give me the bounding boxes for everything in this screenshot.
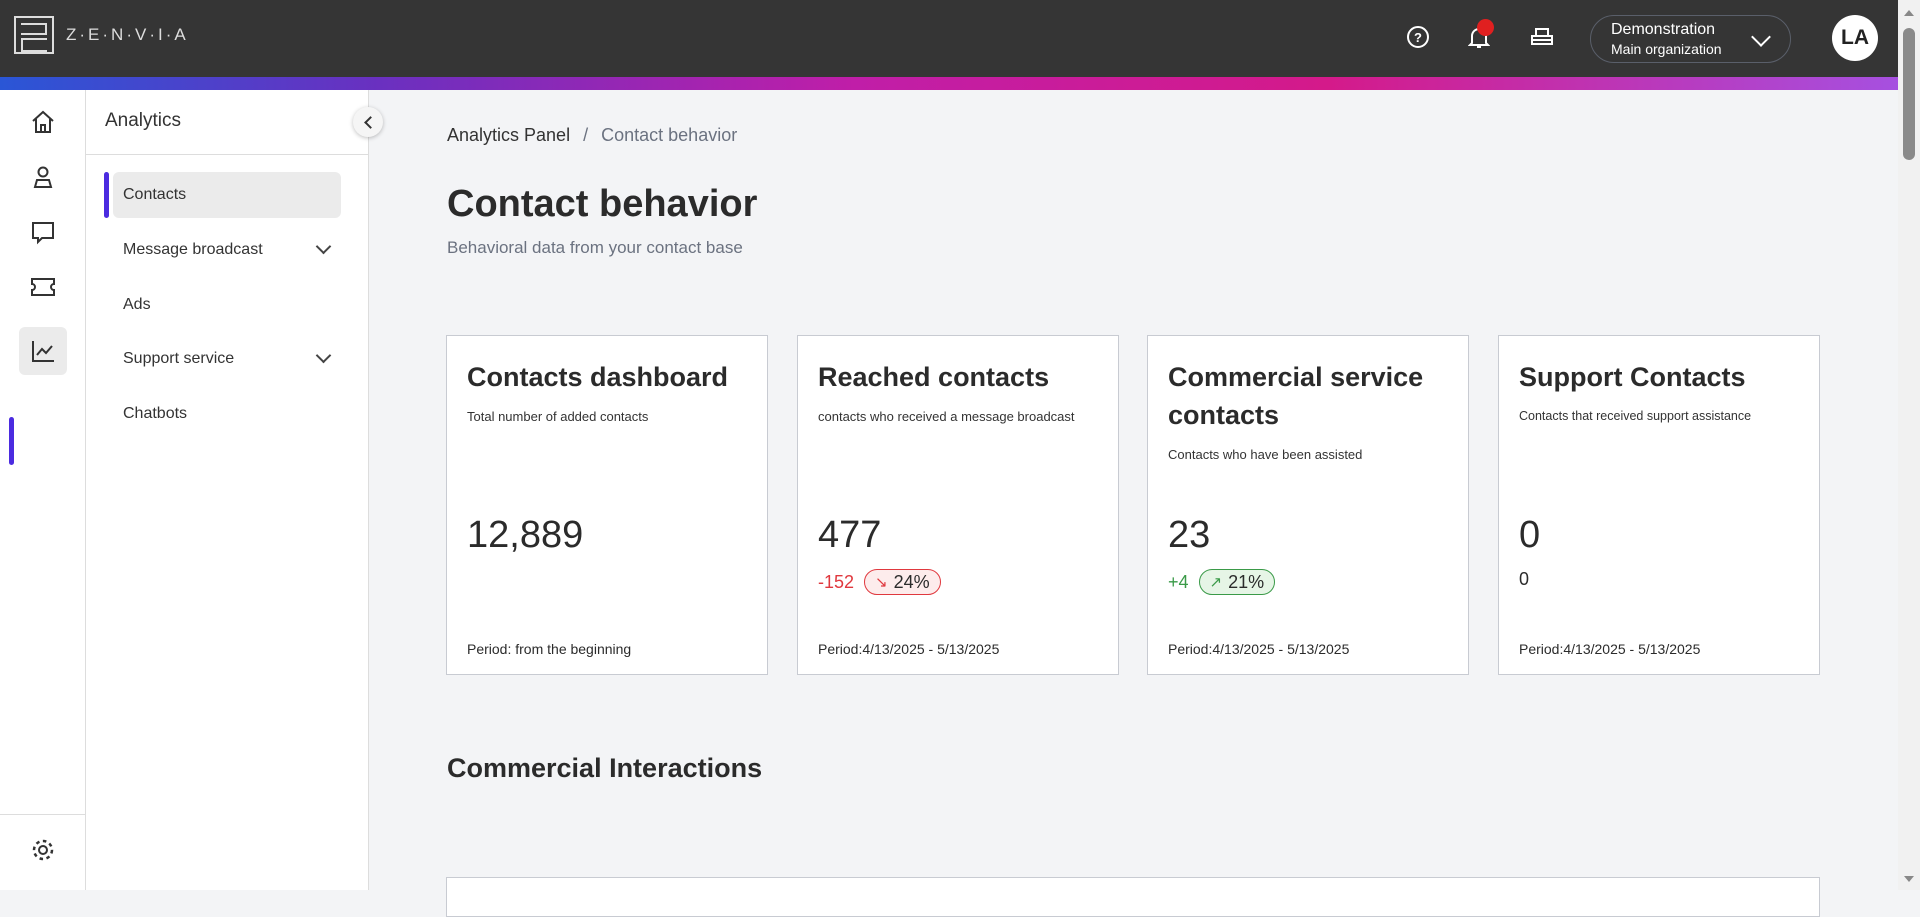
card-value: 12,889 bbox=[467, 514, 584, 556]
sidebar-item-message-broadcast[interactable]: Message broadcast bbox=[113, 227, 341, 273]
zenvia-logo[interactable]: Z·E·N·V·I·A bbox=[14, 16, 189, 54]
analytics-sidebar: Analytics Contacts Message broadcast Ads… bbox=[86, 90, 369, 890]
ticket-icon[interactable] bbox=[19, 263, 67, 311]
chevron-down-icon bbox=[315, 347, 332, 364]
sidebar-item-label: Support service bbox=[123, 350, 235, 367]
breadcrumb-current: Contact behavior bbox=[601, 125, 738, 145]
card-title: Reached contacts bbox=[818, 362, 1050, 392]
arrow-down-right-icon: ↘ bbox=[875, 574, 888, 591]
divider bbox=[0, 814, 86, 815]
printer-icon[interactable] bbox=[1530, 26, 1554, 50]
sidebar-item-chatbots[interactable]: Chatbots bbox=[113, 391, 341, 437]
app-rail bbox=[0, 90, 86, 890]
sidebar-item-label: Chatbots bbox=[123, 405, 188, 422]
card-title: Contacts dashboard bbox=[467, 362, 729, 392]
card-value: 0 bbox=[1519, 514, 1541, 556]
organization-selector[interactable]: Demonstration Main organization bbox=[1590, 15, 1791, 63]
page-title: Contact behavior bbox=[447, 183, 758, 225]
breadcrumb-parent-link[interactable]: Analytics Panel bbox=[447, 125, 571, 145]
percent-badge: ↗ 21% bbox=[1198, 569, 1276, 595]
home-icon[interactable] bbox=[19, 98, 67, 146]
collapse-sidebar-button[interactable] bbox=[353, 107, 383, 137]
scroll-down-arrow-icon[interactable] bbox=[1904, 876, 1914, 882]
arrow-up-right-icon: ↗ bbox=[1209, 574, 1223, 591]
org-name: Demonstration bbox=[1611, 21, 1716, 38]
org-subtitle: Main organization bbox=[1611, 41, 1722, 57]
help-icon[interactable]: ? bbox=[1407, 26, 1429, 48]
chevron-left-icon bbox=[363, 115, 377, 129]
card-delta: 0 bbox=[1519, 569, 1529, 590]
contacts-person-icon[interactable] bbox=[19, 153, 67, 201]
settings-gear-icon[interactable] bbox=[19, 826, 67, 874]
logo-mark-icon bbox=[14, 16, 54, 54]
sidebar-item-ads[interactable]: Ads bbox=[113, 282, 341, 328]
brand-gradient-bar bbox=[0, 77, 1898, 90]
card-support-contacts: Support Contacts Contacts that received … bbox=[1498, 335, 1820, 675]
sidebar-item-label: Ads bbox=[123, 296, 151, 313]
delta-value: -152 bbox=[818, 571, 855, 592]
sidebar-item-label: Message broadcast bbox=[123, 241, 263, 258]
card-period: Period:4/13/2025 - 5/13/2025 bbox=[1168, 641, 1350, 657]
commercial-interactions-panel bbox=[446, 877, 1820, 917]
card-value: 477 bbox=[818, 514, 882, 556]
sidebar-item-support-service[interactable]: Support service bbox=[113, 336, 341, 382]
card-period: Period: from the beginning bbox=[467, 641, 632, 657]
card-description: Total number of added contacts bbox=[467, 409, 649, 424]
avatar[interactable]: LA bbox=[1832, 15, 1878, 61]
sidebar-title: Analytics bbox=[86, 90, 368, 155]
logo-text: Z·E·N·V·I·A bbox=[66, 25, 189, 44]
card-description: Contacts that received support assistanc… bbox=[1519, 409, 1752, 423]
top-bar: Z·E·N·V·I·A ? Demonstration Main organiz… bbox=[0, 0, 1898, 77]
card-period: Period:4/13/2025 - 5/13/2025 bbox=[1519, 641, 1701, 657]
card-description: Contacts who have been assisted bbox=[1168, 447, 1363, 462]
percent-value: 24% bbox=[893, 571, 930, 592]
card-commercial-service-contacts: Commercial service contacts Contacts who… bbox=[1147, 335, 1469, 675]
card-reached-contacts: Reached contacts contacts who received a… bbox=[797, 335, 1119, 675]
card-title: Commercial service contacts bbox=[1168, 362, 1424, 430]
scrollbar-thumb[interactable] bbox=[1903, 28, 1915, 160]
section-title: Commercial Interactions bbox=[447, 753, 763, 783]
sidebar-item-contacts[interactable]: Contacts bbox=[113, 172, 341, 218]
delta-value: +4 bbox=[1168, 571, 1189, 592]
main-content: Analytics Panel / Contact behavior Conta… bbox=[369, 90, 1898, 917]
percent-value: 21% bbox=[1228, 571, 1265, 592]
card-description: contacts who received a message broadcas… bbox=[818, 409, 1075, 424]
card-value: 23 bbox=[1168, 514, 1211, 556]
card-title: Support Contacts bbox=[1519, 362, 1746, 392]
percent-badge: ↘ 24% bbox=[864, 569, 941, 595]
active-indicator bbox=[9, 417, 14, 465]
delta-value: 0 bbox=[1519, 569, 1530, 589]
scroll-up-arrow-icon[interactable] bbox=[1904, 10, 1914, 16]
active-indicator bbox=[104, 172, 109, 218]
chat-icon[interactable] bbox=[19, 208, 67, 256]
analytics-chart-icon[interactable] bbox=[19, 327, 67, 375]
breadcrumb: Analytics Panel / Contact behavior bbox=[447, 125, 737, 146]
page-subtitle: Behavioral data from your contact base bbox=[447, 238, 743, 257]
card-period: Period:4/13/2025 - 5/13/2025 bbox=[818, 641, 1000, 657]
card-delta: +4 ↗ 21% bbox=[1168, 569, 1276, 595]
card-contacts-dashboard: Contacts dashboard Total number of added… bbox=[446, 335, 768, 675]
breadcrumb-separator: / bbox=[583, 125, 589, 145]
page-scrollbar[interactable] bbox=[1898, 0, 1920, 890]
sidebar-item-label: Contacts bbox=[123, 186, 187, 203]
card-delta: -152 ↘ 24% bbox=[818, 569, 941, 595]
chevron-down-icon bbox=[315, 238, 332, 255]
notification-badge bbox=[1477, 19, 1494, 36]
